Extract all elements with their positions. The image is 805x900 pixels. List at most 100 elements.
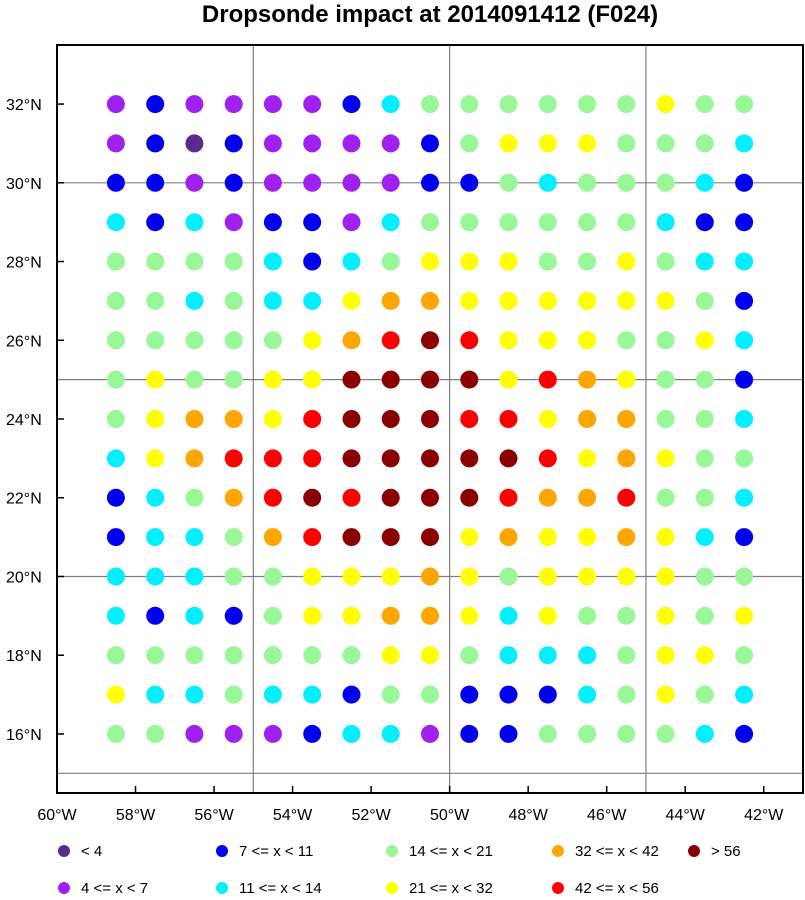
data-point [499, 724, 518, 743]
data-point [381, 685, 400, 704]
data-point [695, 606, 714, 625]
legend-label: 11 <= x < 14 [239, 880, 322, 897]
data-point [735, 291, 754, 310]
data-point [617, 488, 636, 507]
data-point [538, 173, 557, 192]
data-point [381, 213, 400, 232]
data-point [106, 370, 125, 389]
x-tick-label: 54°W [273, 807, 313, 824]
data-point [185, 685, 204, 704]
data-point [146, 606, 165, 625]
data-point [460, 646, 479, 665]
x-axis: 60°W 58°W 56°W 54°W 52°W 50°W 48°W 46°W 44°W 42°W [37, 786, 784, 824]
legend-label: 4 <= x < 7 [81, 880, 148, 897]
data-point [695, 488, 714, 507]
data-point [735, 606, 754, 625]
data-point [735, 370, 754, 389]
data-point [146, 567, 165, 586]
data-point [617, 606, 636, 625]
plot-points [106, 95, 754, 743]
legend-swatch [58, 882, 70, 894]
data-point [224, 685, 243, 704]
data-point [381, 134, 400, 153]
data-point [381, 370, 400, 389]
data-point [263, 291, 282, 310]
data-point [656, 449, 675, 468]
data-point [263, 724, 282, 743]
data-point [617, 410, 636, 428]
data-point [106, 213, 125, 232]
data-point [460, 606, 479, 625]
data-point [303, 410, 322, 428]
chart-title: Dropsonde impact at 2014091412 (F024) [202, 1, 658, 28]
data-point [617, 528, 636, 547]
data-point [106, 646, 125, 665]
data-point [656, 567, 675, 586]
data-point [381, 410, 400, 428]
data-point [695, 95, 714, 114]
data-point [460, 685, 479, 704]
data-point [617, 646, 636, 665]
data-point [342, 488, 361, 507]
data-point [656, 95, 675, 114]
data-point [263, 410, 282, 428]
legend-label: < 4 [81, 843, 102, 860]
data-point [381, 291, 400, 310]
data-point [263, 252, 282, 271]
data-point [499, 95, 518, 114]
data-point [695, 685, 714, 704]
data-point [460, 724, 479, 743]
data-point [185, 410, 204, 428]
data-point [263, 449, 282, 468]
data-point [421, 173, 439, 192]
data-point [421, 134, 439, 153]
y-tick-label: 18°N [6, 648, 42, 665]
data-point [342, 410, 361, 428]
data-point [146, 646, 165, 665]
data-point [224, 370, 243, 389]
data-point [460, 410, 479, 428]
data-point [224, 488, 243, 507]
data-point [106, 685, 125, 704]
data-point [421, 724, 439, 743]
data-point [656, 488, 675, 507]
data-point [146, 331, 165, 350]
data-point [735, 331, 754, 350]
data-point [695, 724, 714, 743]
y-tick-label: 26°N [6, 333, 42, 350]
data-point [224, 410, 243, 428]
data-point [185, 291, 204, 310]
legend-label: > 56 [711, 843, 741, 860]
data-point [617, 134, 636, 153]
y-tick-label: 22°N [6, 491, 42, 508]
data-point [303, 95, 322, 114]
data-point [656, 291, 675, 310]
data-point [656, 724, 675, 743]
data-point [617, 291, 636, 310]
data-point [421, 606, 439, 625]
data-point [538, 213, 557, 232]
data-point [578, 95, 597, 114]
data-point [656, 528, 675, 547]
data-point [381, 488, 400, 507]
data-point [460, 173, 479, 192]
data-point [538, 95, 557, 114]
data-point [578, 488, 597, 507]
data-point [617, 370, 636, 389]
x-tick-label: 52°W [351, 807, 391, 824]
data-point [460, 331, 479, 350]
data-point [695, 291, 714, 310]
data-point [695, 449, 714, 468]
data-point [460, 252, 479, 271]
data-point [499, 331, 518, 350]
data-point [421, 252, 439, 271]
data-point [499, 410, 518, 428]
data-point [224, 449, 243, 468]
legend-label: 42 <= x < 56 [575, 880, 659, 897]
data-point [421, 685, 439, 704]
y-tick-label: 16°N [6, 727, 42, 744]
data-point [106, 291, 125, 310]
data-point [695, 370, 714, 389]
data-point [381, 528, 400, 547]
